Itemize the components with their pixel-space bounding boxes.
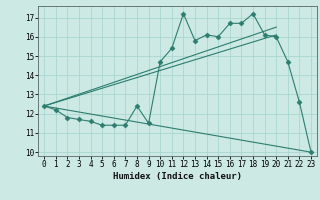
X-axis label: Humidex (Indice chaleur): Humidex (Indice chaleur): [113, 172, 242, 181]
